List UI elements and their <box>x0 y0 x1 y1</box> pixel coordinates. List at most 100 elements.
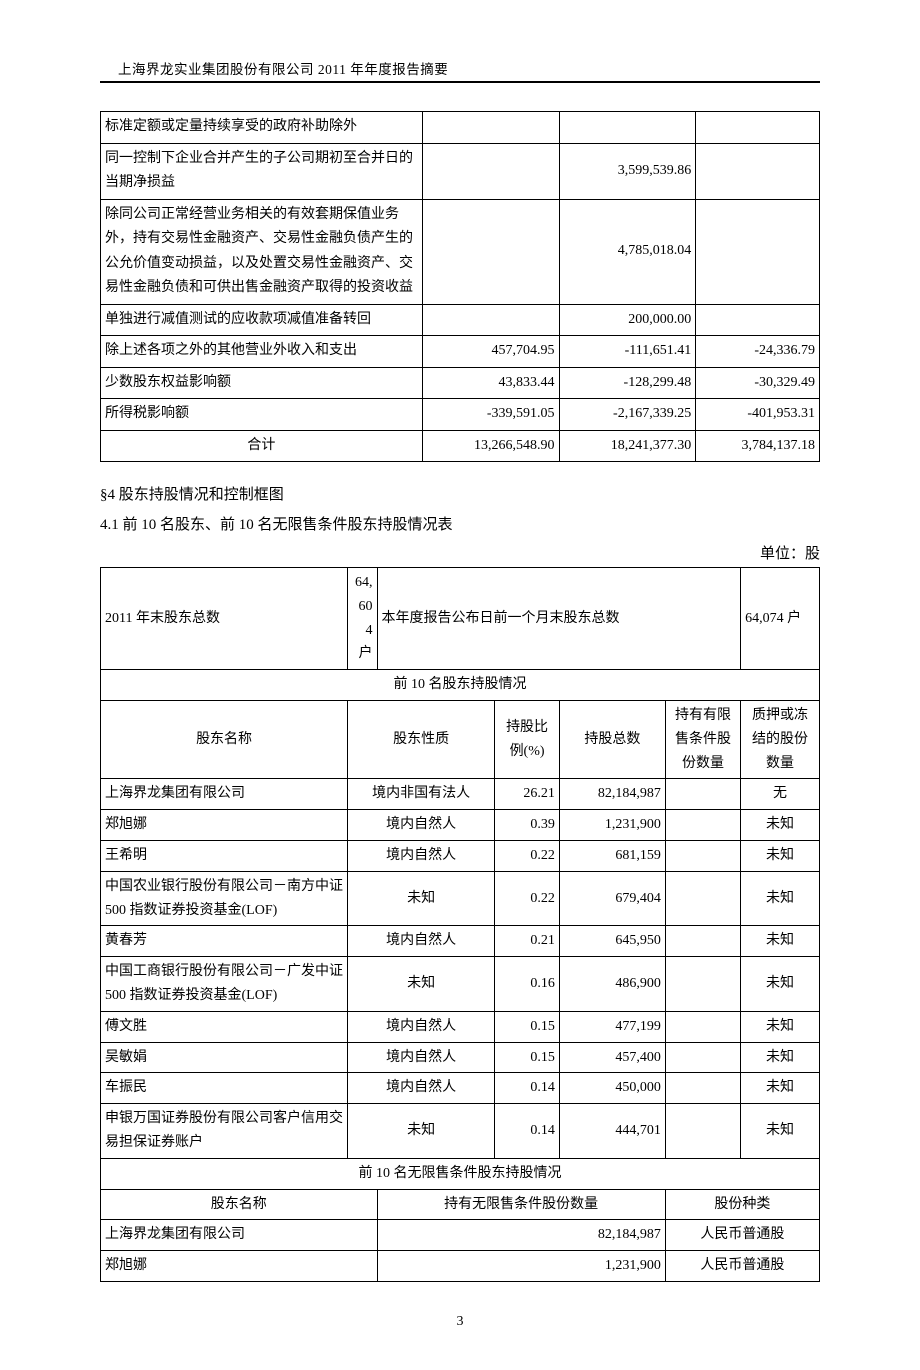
shareholder-nature: 未知 <box>348 1104 495 1159</box>
unit-label: 单位：股 <box>100 542 820 563</box>
th-name: 股东名称 <box>101 700 348 778</box>
shareholder-total: 486,900 <box>559 957 665 1012</box>
table-cell-value: -24,336.79 <box>696 336 820 368</box>
table-cell-value: 13,266,548.90 <box>422 430 559 462</box>
shareholder-nature: 境内自然人 <box>348 1042 495 1073</box>
shareholders-table: 2011 年末股东总数64,604 户本年度报告公布日前一个月末股东总数64,0… <box>100 567 820 1282</box>
table-cell-label: 除同公司正常经营业务相关的有效套期保值业务外，持有交易性金融资产、交易性金融负债… <box>101 199 423 304</box>
shareholder-total: 645,950 <box>559 926 665 957</box>
shareholder-pledge: 未知 <box>741 1042 820 1073</box>
table-cell-value <box>696 199 820 304</box>
shareholder-total: 679,404 <box>559 871 665 926</box>
shareholder-b-qty: 82,184,987 <box>377 1220 665 1251</box>
shareholder-name: 申银万国证券股份有限公司客户信用交易担保证券账户 <box>101 1104 348 1159</box>
table-cell-value: 18,241,377.30 <box>559 430 696 462</box>
table-cell-label: 少数股东权益影响额 <box>101 367 423 399</box>
shareholder-total: 450,000 <box>559 1073 665 1104</box>
shareholder-total: 681,159 <box>559 840 665 871</box>
shareholder-name: 郑旭娜 <box>101 810 348 841</box>
shareholder-pledge: 未知 <box>741 871 820 926</box>
th-total: 持股总数 <box>559 700 665 778</box>
shareholder-pct: 0.22 <box>495 871 560 926</box>
shareholder-total: 444,701 <box>559 1104 665 1159</box>
shareholder-restricted <box>665 926 740 957</box>
top10-section-title: 前 10 名股东持股情况 <box>101 670 820 701</box>
shareholder-nature: 境内自然人 <box>348 810 495 841</box>
shareholder-pledge: 未知 <box>741 1073 820 1104</box>
th-b-name: 股东名称 <box>101 1189 378 1220</box>
shareholder-pledge: 无 <box>741 779 820 810</box>
shareholder-restricted <box>665 779 740 810</box>
shareholder-name: 车振民 <box>101 1073 348 1104</box>
table-cell-value: 43,833.44 <box>422 367 559 399</box>
shareholder-b-kind: 人民币普通股 <box>665 1220 819 1251</box>
table-cell-value <box>422 304 559 336</box>
section-41-title: 4.1 前 10 名股东、前 10 名无限售条件股东持股情况表 <box>100 510 820 540</box>
header-rule <box>100 81 820 83</box>
table-cell-value: -111,651.41 <box>559 336 696 368</box>
table-cell-value <box>696 112 820 144</box>
shareholder-total: 457,400 <box>559 1042 665 1073</box>
table-cell-label: 合计 <box>101 430 423 462</box>
table-cell-label: 单独进行减值测试的应收款项减值准备转回 <box>101 304 423 336</box>
shareholder-name: 中国工商银行股份有限公司－广发中证 500 指数证券投资基金(LOF) <box>101 957 348 1012</box>
table-cell-value: -2,167,339.25 <box>559 399 696 431</box>
table-cell-value: 457,704.95 <box>422 336 559 368</box>
shareholder-pct: 0.15 <box>495 1011 560 1042</box>
shareholder-pct: 0.15 <box>495 1042 560 1073</box>
th-pledge: 质押或冻结的股份数量 <box>741 700 820 778</box>
shareholder-nature: 境内非国有法人 <box>348 779 495 810</box>
shareholder-pct: 0.14 <box>495 1104 560 1159</box>
table-cell-value: -339,591.05 <box>422 399 559 431</box>
table-cell-value <box>696 304 820 336</box>
table-cell-label: 标准定额或定量持续享受的政府补助除外 <box>101 112 423 144</box>
table-cell-label: 同一控制下企业合并产生的子公司期初至合并日的当期净损益 <box>101 143 423 199</box>
page-header: 上海界龙实业集团股份有限公司 2011 年年度报告摘要 <box>100 58 820 78</box>
page-number: 3 <box>100 1314 820 1330</box>
shareholder-pct: 0.39 <box>495 810 560 841</box>
shareholder-b-kind: 人民币普通股 <box>665 1251 819 1282</box>
section-4-title: §4 股东持股情况和控制框图 <box>100 480 820 510</box>
shareholder-restricted <box>665 871 740 926</box>
prev-month-shareholders-value: 64,074 户 <box>741 568 820 670</box>
shareholder-b-qty: 1,231,900 <box>377 1251 665 1282</box>
table-cell-value <box>559 112 696 144</box>
shareholder-name: 傅文胜 <box>101 1011 348 1042</box>
shareholder-pct: 0.14 <box>495 1073 560 1104</box>
table-cell-value <box>422 112 559 144</box>
shareholder-total: 82,184,987 <box>559 779 665 810</box>
shareholder-name: 王希明 <box>101 840 348 871</box>
total-shareholders-value: 64,604 户 <box>348 568 377 670</box>
total-shareholders-label: 2011 年末股东总数 <box>101 568 348 670</box>
table-cell-value: -128,299.48 <box>559 367 696 399</box>
th-nature: 股东性质 <box>348 700 495 778</box>
table-cell-value <box>422 199 559 304</box>
shareholder-b-name: 上海界龙集团有限公司 <box>101 1220 378 1251</box>
shareholder-restricted <box>665 1042 740 1073</box>
table-cell-value: 200,000.00 <box>559 304 696 336</box>
shareholder-name: 黄春芳 <box>101 926 348 957</box>
shareholder-nature: 境内自然人 <box>348 926 495 957</box>
shareholder-pct: 0.21 <box>495 926 560 957</box>
shareholder-pledge: 未知 <box>741 840 820 871</box>
shareholder-name: 上海界龙集团有限公司 <box>101 779 348 810</box>
shareholder-nature: 境内自然人 <box>348 840 495 871</box>
table-cell-value: 3,784,137.18 <box>696 430 820 462</box>
shareholder-nature: 未知 <box>348 957 495 1012</box>
table-cell-label: 除上述各项之外的其他营业外收入和支出 <box>101 336 423 368</box>
table-cell-label: 所得税影响额 <box>101 399 423 431</box>
table-cell-value: -30,329.49 <box>696 367 820 399</box>
shareholder-b-name: 郑旭娜 <box>101 1251 378 1282</box>
shareholder-pledge: 未知 <box>741 957 820 1012</box>
shareholder-pledge: 未知 <box>741 1104 820 1159</box>
th-b-qty: 持有无限售条件股份数量 <box>377 1189 665 1220</box>
prev-month-shareholders-label: 本年度报告公布日前一个月末股东总数 <box>377 568 741 670</box>
th-pct: 持股比例(%) <box>495 700 560 778</box>
nonrecurring-items-table: 标准定额或定量持续享受的政府补助除外同一控制下企业合并产生的子公司期初至合并日的… <box>100 111 820 462</box>
shareholder-restricted <box>665 957 740 1012</box>
table-cell-value: -401,953.31 <box>696 399 820 431</box>
shareholder-nature: 境内自然人 <box>348 1011 495 1042</box>
shareholder-name: 吴敏娟 <box>101 1042 348 1073</box>
shareholder-name: 中国农业银行股份有限公司－南方中证 500 指数证券投资基金(LOF) <box>101 871 348 926</box>
shareholder-nature: 境内自然人 <box>348 1073 495 1104</box>
